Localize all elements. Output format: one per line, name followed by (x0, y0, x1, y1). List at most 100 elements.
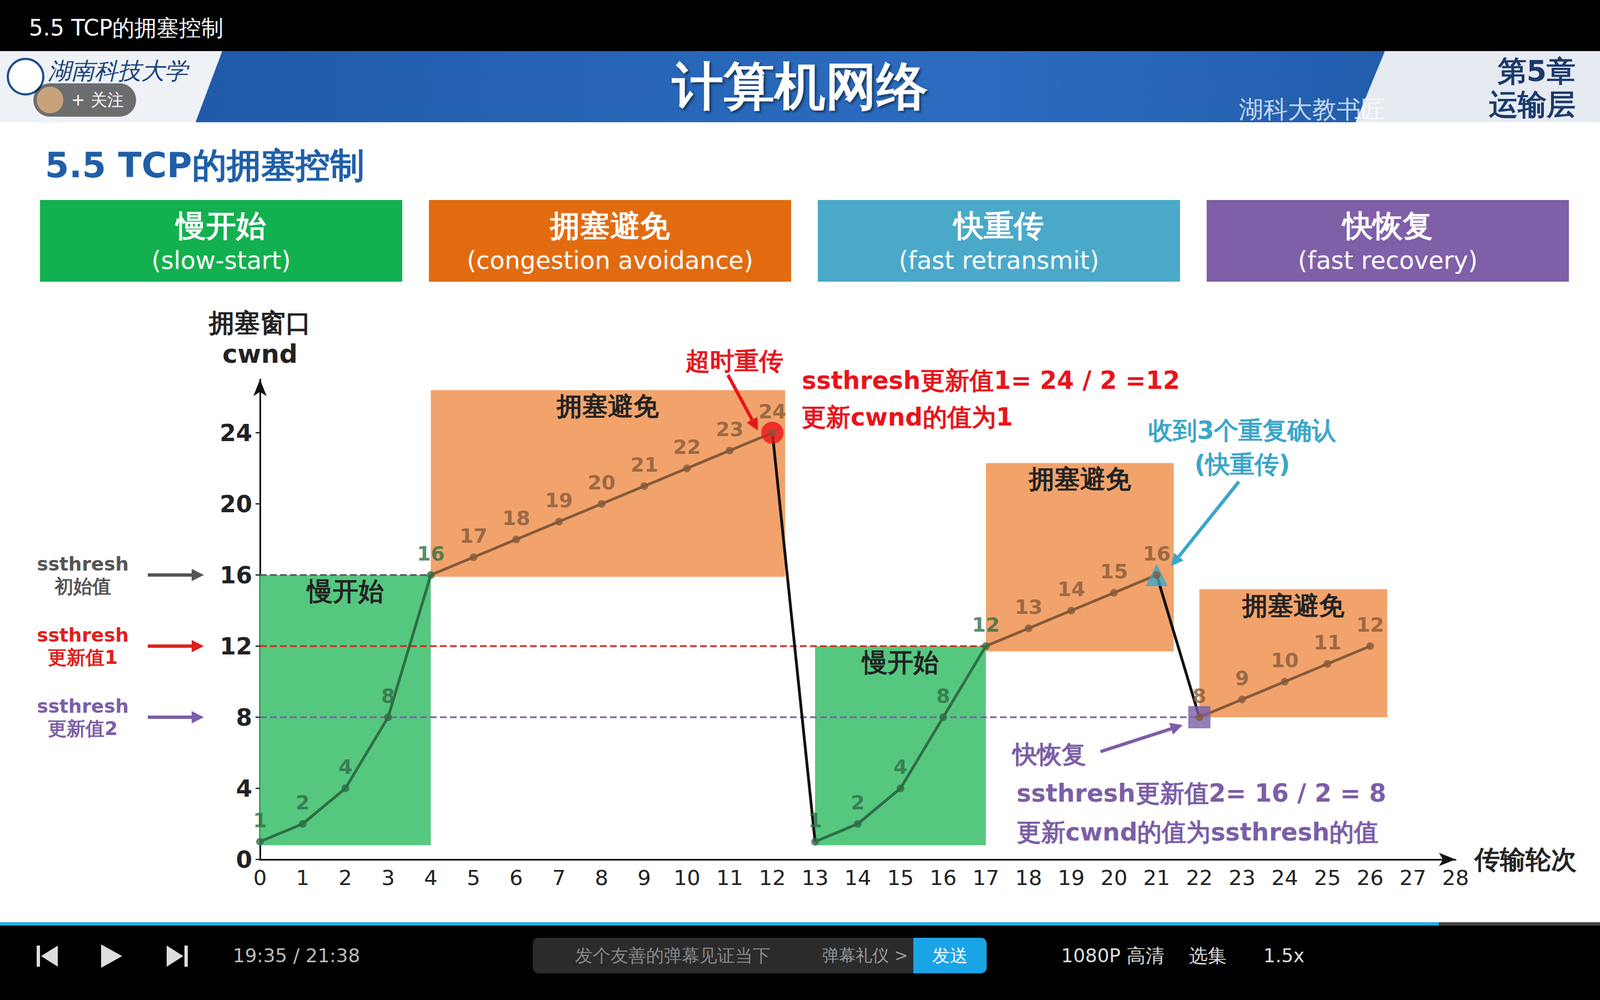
svg-text:18: 18 (502, 506, 530, 530)
svg-text:19: 19 (545, 488, 573, 512)
html-text:(congestion avoidance): (congestion avoidance) (466, 246, 754, 275)
svg-text:24: 24 (220, 419, 253, 447)
svg-text:23: 23 (715, 417, 744, 441)
svg-text:快恢复: 快恢复 (1011, 740, 1087, 769)
svg-text:16: 16 (220, 561, 253, 589)
svg-text:2: 2 (295, 791, 310, 814)
svg-text:17: 17 (972, 865, 999, 890)
svg-text:6: 6 (509, 865, 523, 890)
svg-text:14: 14 (1057, 577, 1085, 601)
svg-text:拥塞避免: 拥塞避免 (555, 391, 659, 422)
svg-text:18: 18 (1015, 865, 1042, 890)
svg-text:19: 19 (1057, 865, 1085, 890)
svg-text:拥塞避免: 拥塞避免 (1027, 463, 1132, 494)
svg-text:21: 21 (630, 453, 659, 477)
svg-text:4: 4 (423, 865, 438, 890)
svg-text:21: 21 (1143, 865, 1170, 890)
svg-text:初始值: 初始值 (53, 575, 112, 598)
svg-text:13: 13 (801, 865, 829, 890)
svg-text:1: 1 (296, 865, 310, 890)
svg-text:15: 15 (887, 865, 914, 890)
svg-text:28: 28 (1442, 865, 1469, 890)
svg-text:1: 1 (808, 808, 823, 832)
svg-text:16: 16 (1142, 542, 1171, 565)
svg-text:3: 3 (381, 865, 395, 890)
html-text:拥塞避免: 拥塞避免 (550, 208, 670, 244)
svg-text:ssthresh: ssthresh (36, 623, 129, 647)
svg-text:11: 11 (1313, 631, 1342, 654)
svg-text:27: 27 (1399, 865, 1427, 890)
svg-text:10: 10 (1271, 648, 1299, 672)
svg-text:7: 7 (552, 865, 566, 890)
svg-text:12: 12 (1356, 613, 1384, 637)
html-text:5.5 TCP的拥塞控制: 5.5 TCP的拥塞控制 (45, 145, 365, 186)
svg-text:17: 17 (459, 524, 488, 548)
svg-text:传输轮次: 传输轮次 (1473, 844, 1577, 875)
html-text:(fast retransmit): (fast retransmit) (898, 246, 1100, 275)
svg-text:更新cwnd的值为ssthresh的值: 更新cwnd的值为ssthresh的值 (1016, 817, 1379, 847)
svg-text:9: 9 (637, 865, 652, 890)
svg-text:(快重传): (快重传) (1194, 450, 1290, 479)
svg-text:ssthresh: ssthresh (36, 695, 129, 718)
svg-text:8: 8 (1192, 684, 1207, 708)
svg-text:24: 24 (758, 400, 787, 423)
svg-text:慢开始: 慢开始 (306, 576, 384, 607)
svg-text:5: 5 (466, 865, 480, 890)
svg-text:2: 2 (338, 865, 353, 890)
svg-text:15: 15 (1100, 560, 1128, 583)
svg-text:ssthresh: ssthresh (36, 552, 129, 575)
svg-text:16: 16 (930, 865, 957, 890)
svg-text:拥塞避免: 拥塞避免 (1241, 590, 1345, 621)
svg-text:更新cwnd的值为1: 更新cwnd的值为1 (801, 402, 1013, 432)
svg-text:14: 14 (844, 865, 872, 890)
svg-text:8: 8 (936, 684, 950, 708)
svg-text:20: 20 (220, 490, 253, 518)
svg-text:8: 8 (595, 865, 609, 890)
html-text:快重传: 快重传 (953, 208, 1044, 244)
svg-text:0: 0 (253, 865, 267, 890)
html-text:(fast recovery): (fast recovery) (1297, 246, 1478, 275)
svg-text:收到3个重复确认: 收到3个重复确认 (1148, 416, 1338, 445)
svg-text:22: 22 (673, 435, 702, 459)
svg-text:8: 8 (236, 703, 253, 732)
svg-text:8: 8 (381, 684, 395, 708)
svg-text:ssthresh更新值2= 16 / 2 = 8: ssthresh更新值2= 16 / 2 = 8 (1016, 778, 1387, 808)
svg-text:12: 12 (972, 613, 1000, 637)
html-text:(slow-start): (slow-start) (151, 246, 291, 275)
svg-text:11: 11 (716, 865, 743, 890)
svg-text:1: 1 (252, 808, 267, 832)
svg-text:慢开始: 慢开始 (861, 647, 939, 678)
svg-text:0: 0 (236, 846, 253, 874)
html-text:湖科大教书匠: 湖科大教书匠 (1238, 95, 1386, 124)
svg-text:25: 25 (1313, 865, 1341, 890)
svg-text:cwnd: cwnd (222, 338, 298, 369)
svg-text:10: 10 (673, 865, 700, 890)
svg-text:12: 12 (758, 865, 786, 890)
svg-text:更新值2: 更新值2 (47, 717, 118, 740)
svg-text:4: 4 (236, 775, 253, 803)
svg-text:13: 13 (1014, 595, 1043, 619)
html-text:慢开始: 慢开始 (176, 208, 267, 244)
svg-text:20: 20 (587, 471, 616, 494)
svg-text:ssthresh更新值1= 24 / 2 =12: ssthresh更新值1= 24 / 2 =12 (801, 366, 1180, 395)
svg-text:超时重传: 超时重传 (685, 346, 784, 375)
html-text:5.5 TCP的拥塞控制: 5.5 TCP的拥塞控制 (28, 15, 224, 41)
svg-text:拥塞窗口: 拥塞窗口 (207, 307, 312, 338)
svg-text:2: 2 (850, 791, 865, 814)
html-text:第5章: 第5章 (1497, 54, 1576, 88)
svg-text:20: 20 (1100, 865, 1128, 890)
html-text:快恢复: 快恢复 (1342, 208, 1433, 244)
svg-text:4: 4 (893, 755, 908, 779)
svg-text:22: 22 (1186, 865, 1213, 890)
html-text:运输层: 运输层 (1488, 87, 1576, 122)
html-text:计算机网络: 计算机网络 (672, 56, 928, 117)
svg-text:12: 12 (220, 632, 253, 660)
svg-text:26: 26 (1356, 865, 1384, 890)
html-text:湖南科技大学: 湖南科技大学 (47, 57, 188, 85)
svg-text:23: 23 (1228, 865, 1256, 890)
svg-text:9: 9 (1235, 666, 1249, 690)
svg-text:更新值1: 更新值1 (47, 646, 118, 669)
svg-text:24: 24 (1271, 865, 1298, 890)
svg-text:4: 4 (338, 755, 353, 779)
svg-text:16: 16 (416, 542, 445, 565)
